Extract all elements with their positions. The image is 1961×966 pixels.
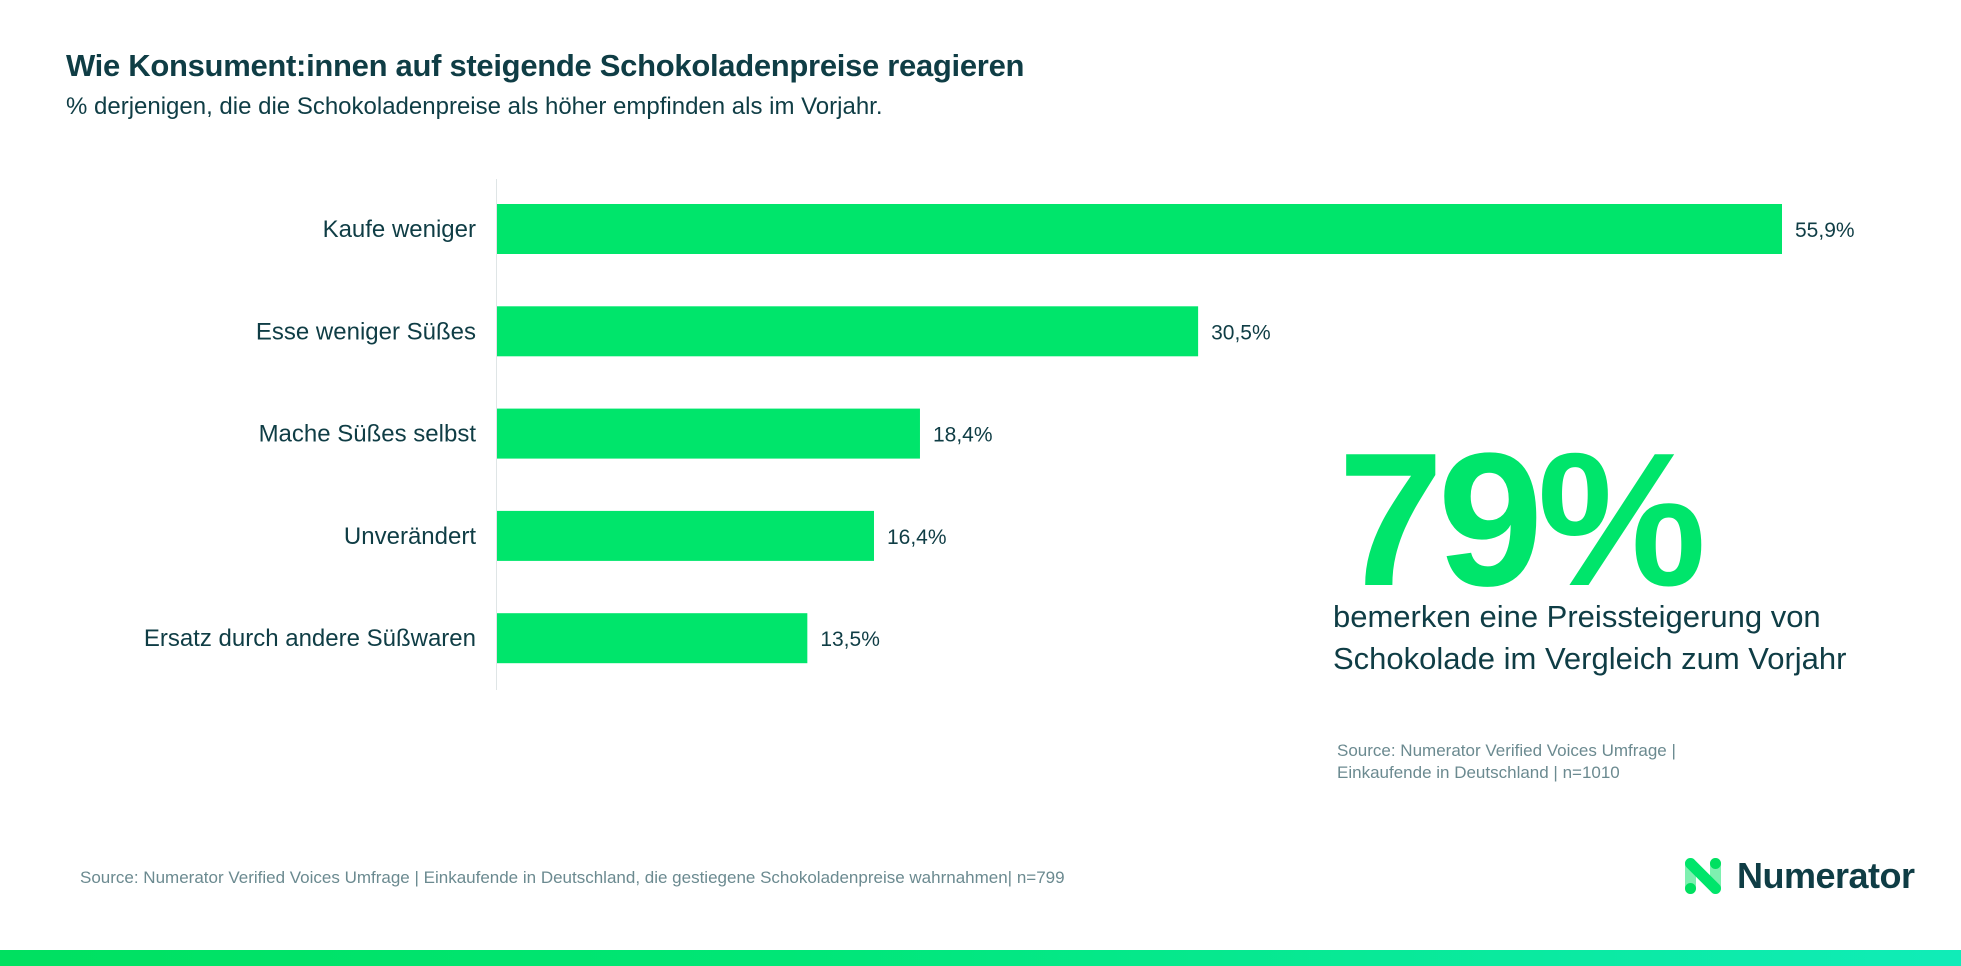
- bar: [497, 408, 920, 459]
- numerator-logo-icon: [1685, 858, 1721, 894]
- callout-text: bemerken eine Preissteigerung von Schoko…: [1333, 599, 1847, 676]
- footer-source: Source: Numerator Verified Voices Umfrag…: [80, 868, 1065, 887]
- chart-title: Wie Konsument:innen auf steigende Schoko…: [66, 48, 1025, 83]
- value-label: 55,9%: [1795, 219, 1855, 242]
- bottom-gradient-band: [0, 950, 1961, 966]
- logo-text: Numerator: [1737, 855, 1915, 896]
- category-label: Kaufe weniger: [323, 216, 476, 243]
- bar: [497, 510, 874, 561]
- category-label: Ersatz durch andere Süßwaren: [144, 625, 476, 652]
- bar: [497, 204, 1782, 254]
- category-label: Esse weniger Süßes: [256, 318, 476, 345]
- category-label: Unverändert: [344, 523, 476, 550]
- value-label: 13,5%: [820, 628, 880, 651]
- callout-source: Source: Numerator Verified Voices Umfrag…: [1337, 741, 1676, 782]
- category-label: Mache Süßes selbst: [259, 421, 477, 448]
- bar: [497, 613, 808, 664]
- value-label: 18,4%: [933, 424, 993, 447]
- value-label: 16,4%: [887, 526, 947, 549]
- bar: [497, 306, 1199, 357]
- callout-value: 79%: [1338, 414, 1706, 626]
- chart-subtitle: % derjenigen, die die Schokoladenpreise …: [66, 93, 883, 120]
- value-label: 30,5%: [1211, 321, 1271, 344]
- numerator-logo: Numerator: [1683, 855, 1915, 897]
